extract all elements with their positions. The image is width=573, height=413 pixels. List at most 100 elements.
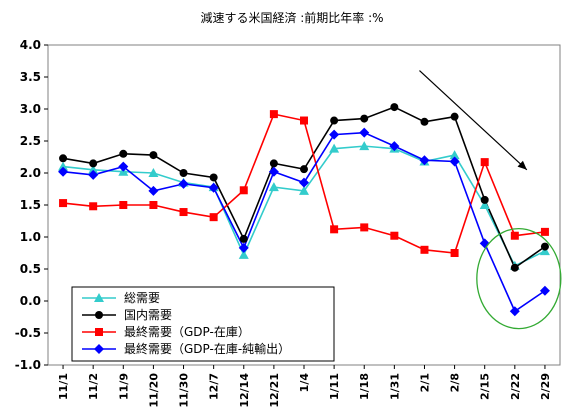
data-point-s3-5: [208, 182, 219, 193]
data-point-s1-14: [480, 195, 489, 204]
data-point-s1-13: [450, 112, 459, 121]
data-point-s1-16: [540, 242, 549, 251]
data-point-s2-2: [119, 201, 128, 209]
x-tick-label: 1/11: [328, 373, 341, 400]
data-point-s1-0: [59, 154, 68, 163]
legend-label-3: 最終需要（GDP-在庫-純輸出）: [124, 341, 290, 356]
data-point-s1-10: [360, 114, 369, 123]
x-tick-label: 2/15: [479, 373, 492, 400]
data-point-s3-4: [178, 178, 189, 189]
data-point-s1-1: [89, 159, 98, 168]
y-tick-label: 3.5: [20, 70, 41, 84]
legend-marker-0: [94, 293, 104, 302]
data-point-s2-9: [330, 225, 339, 234]
x-tick-label: 12/21: [268, 373, 281, 408]
data-point-s2-14: [480, 158, 489, 167]
legend-marker-2: [95, 328, 103, 336]
data-point-s1-8: [300, 165, 308, 174]
data-point-s2-11: [390, 231, 399, 240]
data-point-s2-4: [179, 208, 188, 217]
data-point-s2-8: [300, 116, 308, 125]
data-point-s3-11: [389, 141, 400, 152]
data-point-s2-7: [269, 110, 278, 119]
highlight-ellipse: [476, 227, 562, 330]
x-tick-label: 11/1: [57, 373, 70, 400]
data-point-s3-8: [299, 177, 309, 188]
data-point-s0-3: [148, 168, 159, 177]
data-point-s3-15: [509, 306, 520, 317]
annotations: [419, 70, 562, 330]
data-point-s3-6: [238, 242, 249, 253]
data-point-s1-2: [119, 149, 128, 158]
chart-title: 減速する米国経済 :前期比年率 :%: [200, 10, 383, 25]
x-tick-label: 11/9: [117, 373, 130, 400]
data-point-s2-3: [149, 201, 158, 209]
x-tick-label: 1/4: [298, 373, 311, 393]
legend-marker-3: [94, 344, 104, 354]
data-point-s1-3: [149, 151, 158, 160]
series-line-0: [62, 145, 546, 267]
data-point-s2-1: [89, 202, 98, 211]
y-tick-label: 1.0: [20, 230, 41, 244]
x-tick-label: 1/18: [358, 373, 371, 400]
data-point-s3-9: [329, 129, 340, 140]
data-point-s3-3: [148, 185, 159, 196]
data-point-s2-16: [540, 227, 549, 236]
data-point-s3-12: [419, 155, 430, 166]
data-point-s3-7: [268, 166, 279, 177]
data-point-s3-13: [449, 156, 460, 167]
legend-label-2: 最終需要（GDP-在庫）: [124, 324, 250, 339]
data-point-s0-14: [479, 200, 490, 209]
trend-arrow-head: [517, 160, 527, 170]
legend-label-0: 総需要: [124, 291, 160, 305]
data-point-s2-10: [360, 223, 369, 232]
data-point-s2-5: [209, 213, 218, 222]
y-tick-label: -1.0: [15, 358, 41, 372]
data-point-s1-12: [420, 117, 429, 126]
data-point-s0-8: [299, 185, 309, 195]
data-point-s3-10: [359, 127, 370, 138]
data-point-s1-7: [269, 159, 278, 168]
x-tick-label: 2/22: [509, 373, 522, 400]
data-point-s1-15: [510, 263, 519, 272]
legend-marker-1: [95, 311, 103, 319]
data-point-s0-9: [329, 143, 340, 153]
x-tick-label: 11/2: [87, 373, 100, 400]
data-point-s0-0: [58, 161, 69, 171]
y-tick-label: 0.0: [20, 294, 41, 308]
data-point-s2-13: [450, 249, 459, 257]
data-point-s1-4: [179, 169, 188, 177]
plot-area: 4.0 3.5 3.0 2.5 2.0 1.5 1.0 0.5 0.0 -0.5 -1.0 11/1 1…: [15, 38, 561, 408]
data-point-s2-0: [59, 199, 68, 208]
data-point-s2-12: [420, 245, 429, 254]
y-tick-label: 3.0: [20, 102, 41, 116]
data-point-s2-6: [239, 186, 248, 195]
y-tick-label: 2.5: [20, 134, 41, 148]
data-point-s0-10: [359, 141, 370, 151]
data-point-s1-5: [209, 173, 218, 182]
legend-label-1: 国内需要: [124, 308, 172, 322]
y-tick-label: 0.5: [20, 262, 41, 276]
data-point-s3-1: [88, 169, 99, 180]
y-tick-label: 4.0: [20, 38, 41, 52]
x-tick-label: 12/14: [238, 373, 251, 408]
y-tick-label: 1.5: [20, 198, 41, 212]
x-tick-label: 2/8: [449, 373, 462, 392]
x-tick-label: 12/7: [208, 373, 221, 400]
data-point-s0-1: [88, 164, 99, 174]
trend-arrow-line: [419, 70, 528, 171]
data-point-s2-15: [510, 231, 519, 240]
data-point-s0-7: [268, 182, 279, 192]
x-tick-label: 1/31: [388, 373, 401, 400]
data-point-s0-6: [238, 249, 249, 259]
data-point-s1-9: [330, 116, 339, 125]
data-point-s3-2: [118, 161, 129, 172]
y-tick-label: 2.0: [20, 166, 41, 180]
series-line-3: [62, 131, 546, 313]
x-tick-label: 11/20: [147, 373, 160, 408]
y-tick-label: -0.5: [15, 326, 41, 340]
x-tick-label: 11/30: [178, 373, 191, 408]
data-point-s3-16: [539, 285, 550, 296]
